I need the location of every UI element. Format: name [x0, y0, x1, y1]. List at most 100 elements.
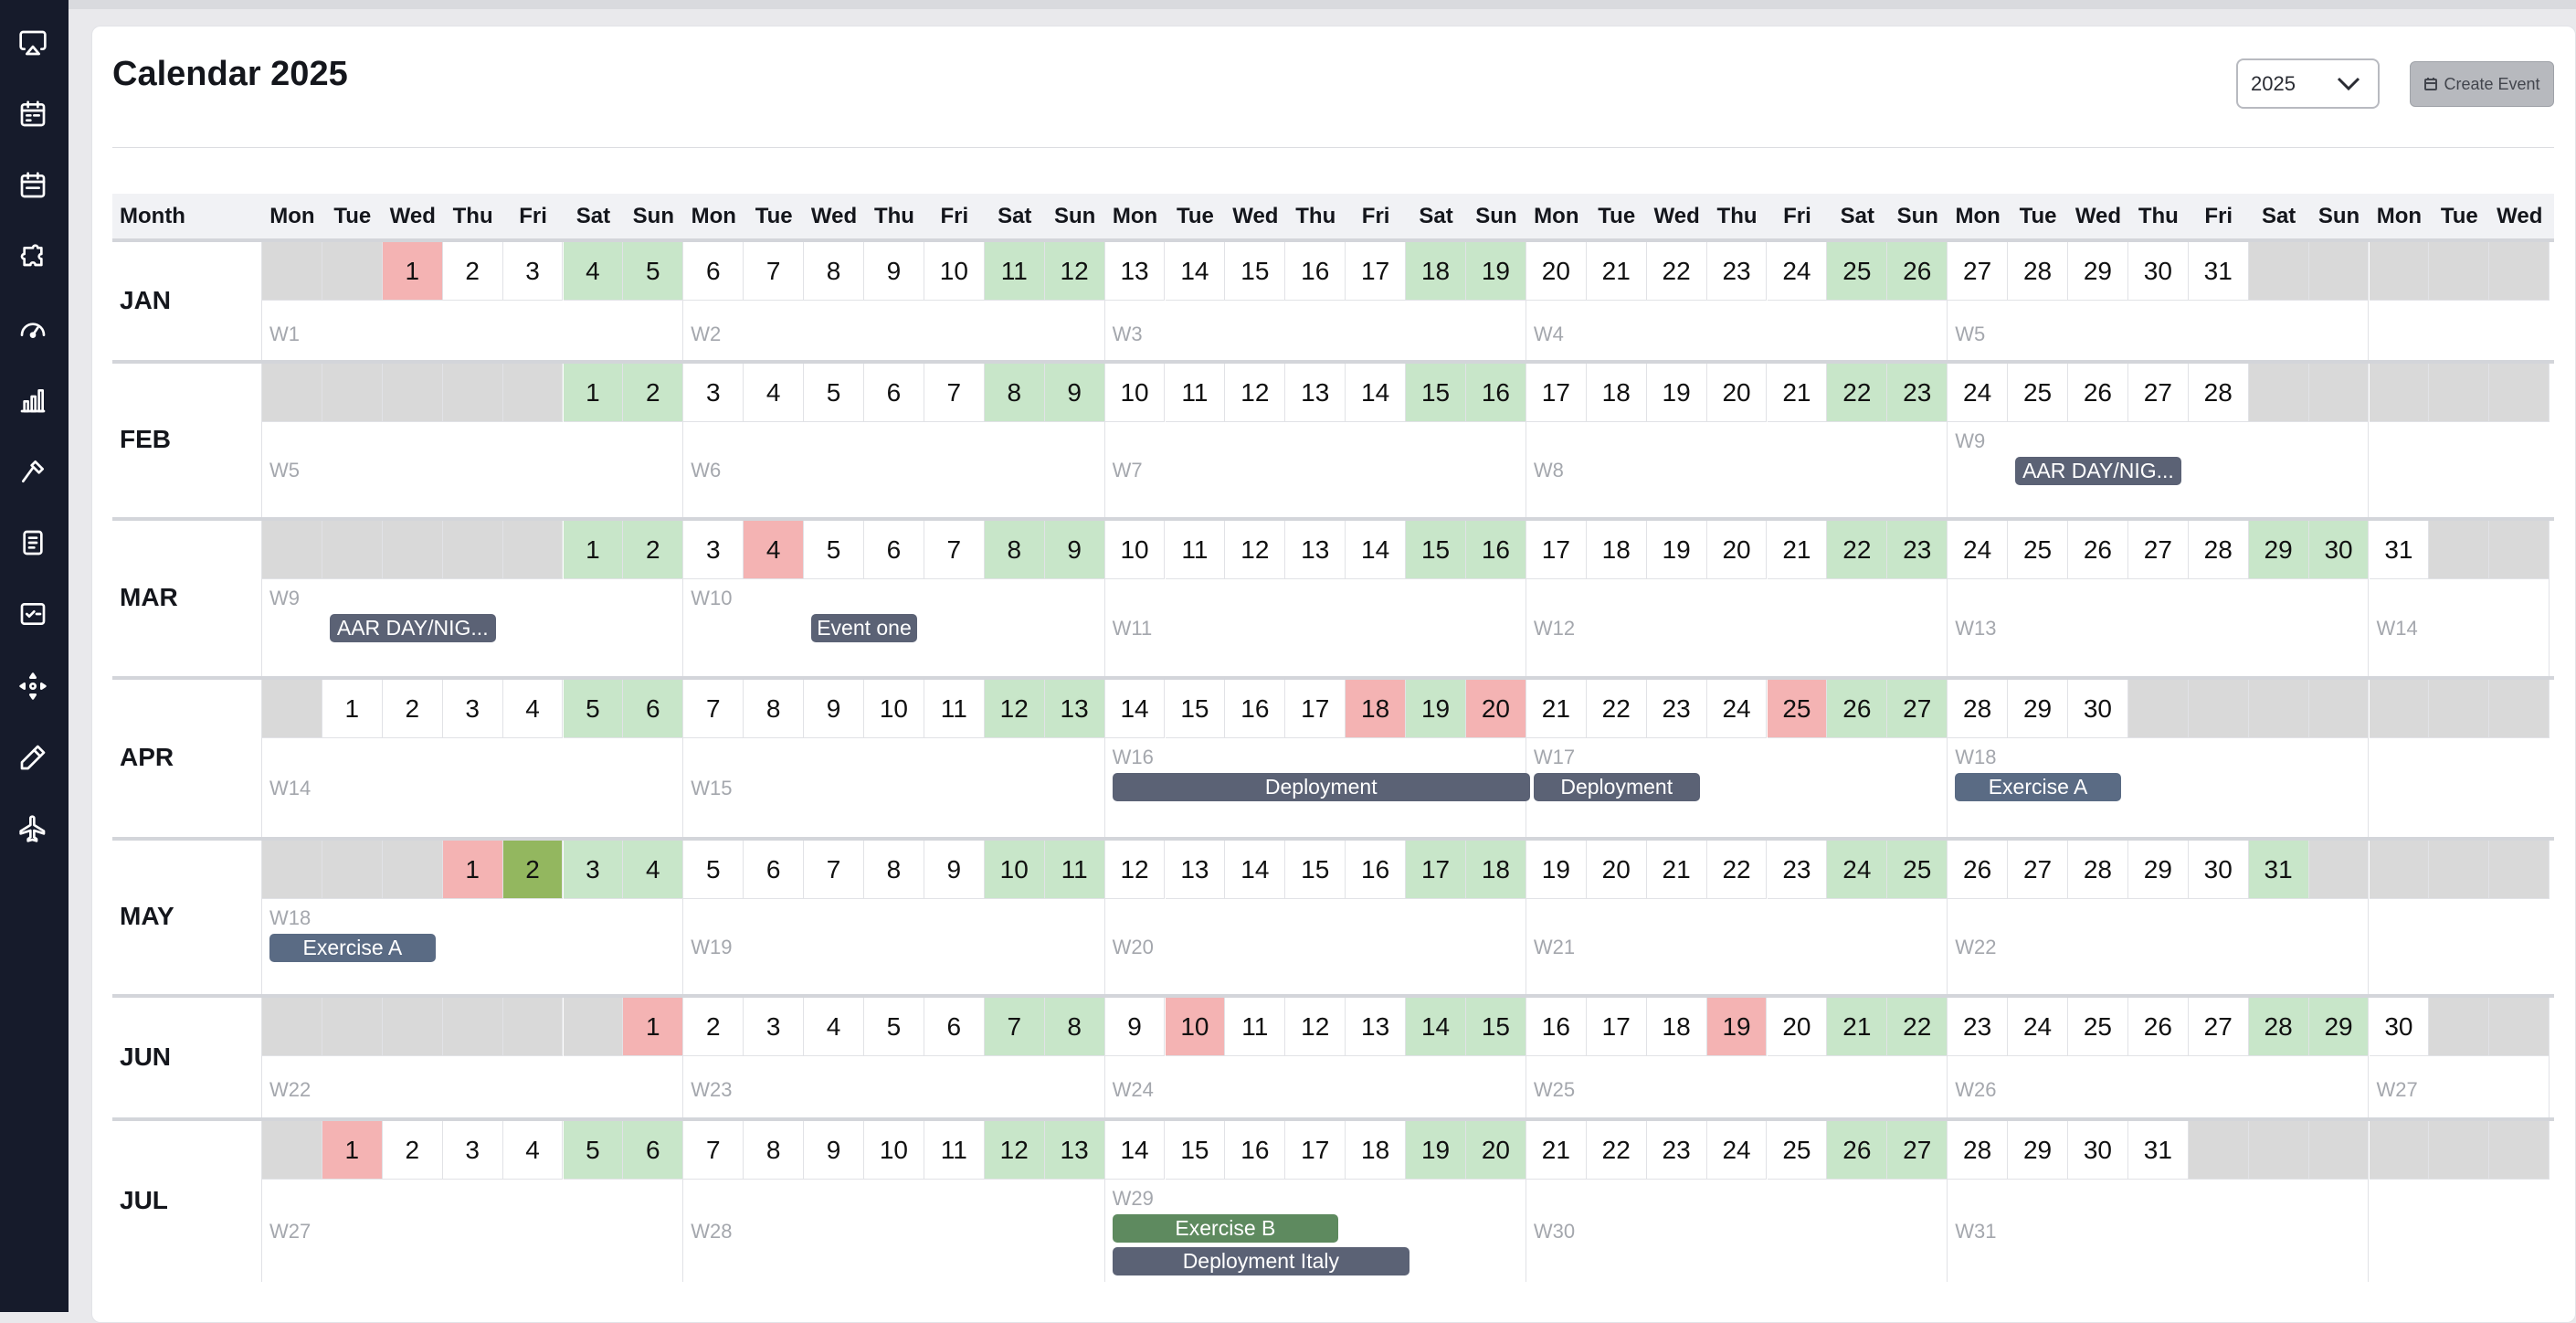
day-cell[interactable]: 31 — [2248, 841, 2309, 899]
event-bar[interactable]: Exercise A — [269, 934, 436, 962]
day-cell[interactable]: 4 — [502, 1121, 564, 1180]
day-cell[interactable]: 28 — [1948, 680, 2009, 738]
day-cell[interactable]: 3 — [502, 242, 564, 301]
day-cell[interactable]: 17 — [1285, 680, 1346, 738]
day-cell[interactable]: 18 — [1406, 242, 1466, 301]
day-cell[interactable]: 7 — [683, 1121, 744, 1180]
day-cell[interactable]: 21 — [1767, 521, 1828, 579]
day-cell[interactable]: 23 — [1887, 521, 1948, 579]
day-cell[interactable]: 1 — [442, 841, 503, 899]
day-cell[interactable]: 23 — [1948, 998, 2009, 1056]
day-cell[interactable]: 31 — [2127, 1121, 2189, 1180]
day-cell[interactable]: 11 — [1165, 521, 1226, 579]
day-cell[interactable]: 9 — [1044, 521, 1105, 579]
day-cell[interactable]: 5 — [563, 680, 624, 738]
day-cell[interactable]: 12 — [1104, 841, 1166, 899]
day-cell[interactable]: 22 — [1586, 1121, 1647, 1180]
day-cell[interactable]: 14 — [1346, 521, 1407, 579]
day-cell[interactable]: 11 — [1225, 998, 1286, 1056]
day-cell[interactable]: 12 — [984, 1121, 1045, 1180]
day-cell[interactable]: 14 — [1104, 1121, 1166, 1180]
day-cell[interactable]: 28 — [2248, 998, 2309, 1056]
day-cell[interactable]: 2 — [623, 521, 684, 579]
day-cell[interactable]: 1 — [322, 1121, 383, 1180]
day-cell[interactable]: 13 — [1346, 998, 1407, 1056]
day-cell[interactable]: 9 — [1104, 998, 1166, 1056]
day-cell[interactable]: 5 — [804, 364, 864, 422]
day-cell[interactable]: 20 — [1706, 364, 1768, 422]
day-cell[interactable]: 1 — [322, 680, 383, 738]
day-cell[interactable]: 29 — [2308, 998, 2370, 1056]
day-cell[interactable]: 29 — [2248, 521, 2309, 579]
day-cell[interactable]: 5 — [563, 1121, 624, 1180]
day-cell[interactable]: 14 — [1406, 998, 1466, 1056]
day-cell[interactable]: 21 — [1526, 680, 1587, 738]
day-cell[interactable]: 14 — [1104, 680, 1166, 738]
day-cell[interactable]: 19 — [1406, 1121, 1466, 1180]
day-cell[interactable]: 18 — [1346, 680, 1407, 738]
day-cell[interactable]: 28 — [2188, 364, 2249, 422]
day-cell[interactable]: 24 — [1827, 841, 1888, 899]
day-cell[interactable]: 22 — [1706, 841, 1768, 899]
event-bar[interactable]: Event one — [811, 614, 917, 642]
day-cell[interactable]: 22 — [1887, 998, 1948, 1056]
day-cell[interactable]: 27 — [1948, 242, 2009, 301]
day-cell[interactable]: 20 — [1586, 841, 1647, 899]
day-cell[interactable]: 20 — [1466, 680, 1526, 738]
year-select[interactable]: 2025 — [2236, 58, 2380, 109]
day-cell[interactable]: 5 — [864, 998, 924, 1056]
day-cell[interactable]: 18 — [1586, 521, 1647, 579]
day-cell[interactable]: 25 — [2068, 998, 2128, 1056]
day-cell[interactable]: 8 — [984, 521, 1045, 579]
day-cell[interactable]: 2 — [623, 364, 684, 422]
day-cell[interactable]: 4 — [744, 364, 805, 422]
checklist-icon[interactable] — [15, 596, 51, 632]
day-cell[interactable]: 3 — [744, 998, 805, 1056]
day-cell[interactable]: 23 — [1646, 1121, 1707, 1180]
day-cell[interactable]: 17 — [1346, 242, 1407, 301]
calendar-check-icon[interactable] — [15, 167, 51, 204]
day-cell[interactable]: 6 — [864, 364, 924, 422]
day-cell[interactable]: 30 — [2188, 841, 2249, 899]
day-cell[interactable]: 9 — [924, 841, 985, 899]
day-cell[interactable]: 22 — [1827, 521, 1888, 579]
gauge-icon[interactable] — [15, 311, 51, 347]
day-cell[interactable]: 25 — [1887, 841, 1948, 899]
day-cell[interactable]: 8 — [984, 364, 1045, 422]
day-cell[interactable]: 11 — [1165, 364, 1226, 422]
day-cell[interactable]: 27 — [1887, 680, 1948, 738]
event-bar[interactable]: Deployment — [1533, 773, 1700, 801]
day-cell[interactable]: 26 — [1887, 242, 1948, 301]
day-cell[interactable]: 13 — [1104, 242, 1166, 301]
day-cell[interactable]: 9 — [864, 242, 924, 301]
day-cell[interactable]: 8 — [804, 242, 864, 301]
day-cell[interactable]: 14 — [1225, 841, 1286, 899]
day-cell[interactable]: 15 — [1165, 1121, 1226, 1180]
day-cell[interactable]: 16 — [1526, 998, 1587, 1056]
day-cell[interactable]: 24 — [1706, 680, 1768, 738]
day-cell[interactable]: 20 — [1466, 1121, 1526, 1180]
day-cell[interactable]: 8 — [744, 1121, 805, 1180]
day-cell[interactable]: 3 — [683, 521, 744, 579]
day-cell[interactable]: 26 — [1827, 1121, 1888, 1180]
day-cell[interactable]: 10 — [864, 680, 924, 738]
day-cell[interactable]: 12 — [1044, 242, 1105, 301]
day-cell[interactable]: 23 — [1706, 242, 1768, 301]
day-cell[interactable]: 4 — [623, 841, 684, 899]
day-cell[interactable]: 8 — [1044, 998, 1105, 1056]
day-cell[interactable]: 5 — [623, 242, 684, 301]
day-cell[interactable]: 17 — [1285, 1121, 1346, 1180]
day-cell[interactable]: 6 — [924, 998, 985, 1056]
day-cell[interactable]: 6 — [864, 521, 924, 579]
day-cell[interactable]: 12 — [1225, 364, 1286, 422]
day-cell[interactable]: 21 — [1646, 841, 1707, 899]
day-cell[interactable]: 12 — [1225, 521, 1286, 579]
day-cell[interactable]: 14 — [1165, 242, 1226, 301]
day-cell[interactable]: 7 — [924, 521, 985, 579]
day-cell[interactable]: 8 — [864, 841, 924, 899]
day-cell[interactable]: 7 — [683, 680, 744, 738]
day-cell[interactable]: 25 — [2008, 364, 2068, 422]
day-cell[interactable]: 30 — [2068, 1121, 2128, 1180]
plane-icon[interactable] — [15, 810, 51, 847]
event-bar[interactable]: Exercise A — [1955, 773, 2121, 801]
